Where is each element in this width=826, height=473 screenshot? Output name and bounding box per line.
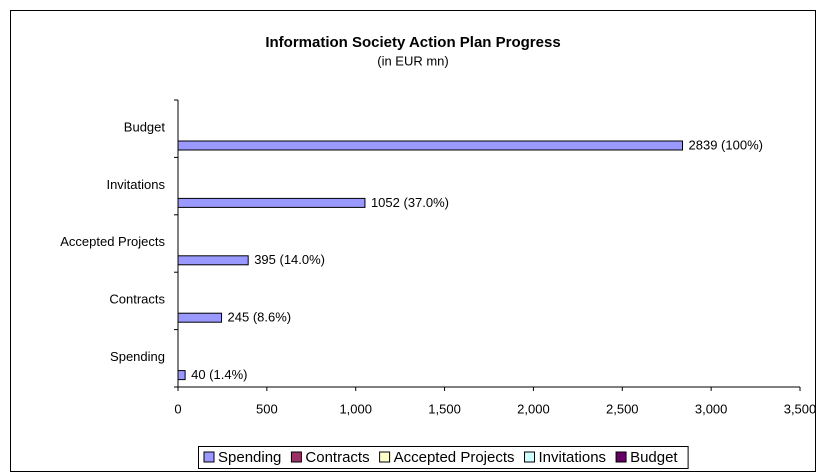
y-tick-label: Contracts — [109, 292, 165, 307]
data-label: 1052 (37.0%) — [371, 195, 449, 210]
x-tick-label: 1,500 — [428, 401, 461, 416]
data-label: 245 (8.6%) — [228, 310, 292, 325]
y-tick-label: Accepted Projects — [60, 234, 165, 249]
data-label: 2839 (100%) — [689, 137, 763, 152]
legend-swatch — [615, 451, 627, 463]
legend-swatch — [379, 451, 391, 463]
legend-label: Budget — [630, 449, 678, 466]
chart-subtitle: (in EUR mn) — [377, 53, 449, 68]
bar — [177, 255, 249, 266]
x-tick-label: 1,000 — [339, 401, 372, 416]
legend-label: Invitations — [539, 449, 607, 466]
data-label: 395 (14.0%) — [254, 252, 325, 267]
y-tick-label: Spending — [110, 349, 165, 364]
bar — [177, 312, 223, 323]
x-tick-label: 3,000 — [695, 401, 728, 416]
bar — [177, 197, 366, 208]
chart-frame — [10, 10, 816, 472]
y-tick-label: Budget — [124, 119, 166, 134]
legend-swatch — [524, 451, 536, 463]
legend-swatch — [290, 451, 302, 463]
data-label: 40 (1.4%) — [191, 367, 247, 382]
legend-label: Contracts — [305, 449, 369, 466]
legend-swatch — [203, 451, 215, 463]
x-tick-label: 3,500 — [784, 401, 817, 416]
legend — [198, 446, 689, 469]
x-tick-label: 0 — [174, 401, 181, 416]
x-tick-label: 2,000 — [517, 401, 550, 416]
bar — [177, 370, 186, 381]
x-tick-label: 2,500 — [606, 401, 639, 416]
legend-label: Spending — [218, 449, 281, 466]
bar — [177, 140, 684, 151]
legend-label: Accepted Projects — [394, 449, 515, 466]
x-tick-label: 500 — [256, 401, 278, 416]
y-tick-label: Invitations — [106, 177, 165, 192]
chart-title: Information Society Action Plan Progress — [265, 34, 560, 51]
